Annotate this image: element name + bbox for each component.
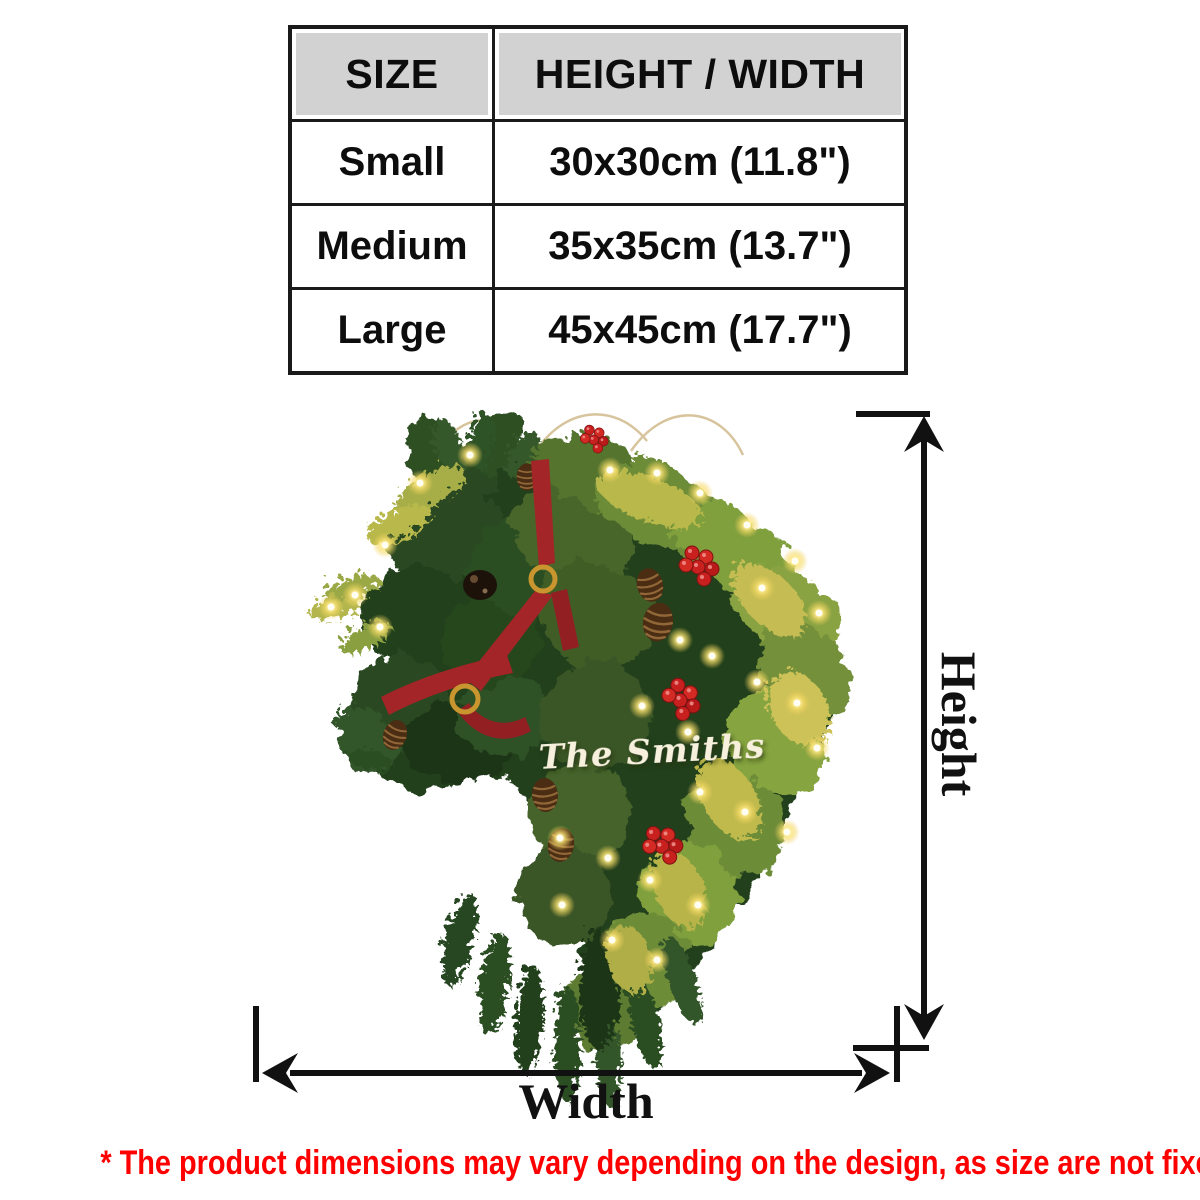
horse-wreath-illustration: The Smiths (303, 409, 851, 1104)
size-cell-small: Small (292, 119, 495, 203)
footnote: * The product dimensions may vary depend… (0, 1144, 1200, 1183)
halter (381, 459, 579, 739)
halter-ring-icon (449, 683, 481, 715)
halter-ring-icon (528, 564, 558, 594)
dimension-cell-large: 45x45cm (17.7") (495, 287, 905, 371)
table-header-size: SIZE (292, 29, 495, 119)
size-cell-large: Large (292, 287, 495, 371)
height-label: Height (931, 651, 987, 797)
dimension-cell-medium: 35x35cm (13.7") (495, 203, 905, 287)
size-chart-table: SIZE HEIGHT / WIDTH Small 30x30cm (11.8"… (288, 25, 908, 375)
footnote-text: * The product dimensions may vary depend… (100, 1144, 1200, 1182)
height-dimension-arrow (853, 411, 930, 1082)
horse-eye (463, 570, 497, 600)
table-header-dimensions: HEIGHT / WIDTH (495, 29, 905, 119)
size-cell-medium: Medium (292, 203, 495, 287)
width-label: Width (518, 1073, 654, 1129)
dimension-cell-small: 30x30cm (11.8") (495, 119, 905, 203)
